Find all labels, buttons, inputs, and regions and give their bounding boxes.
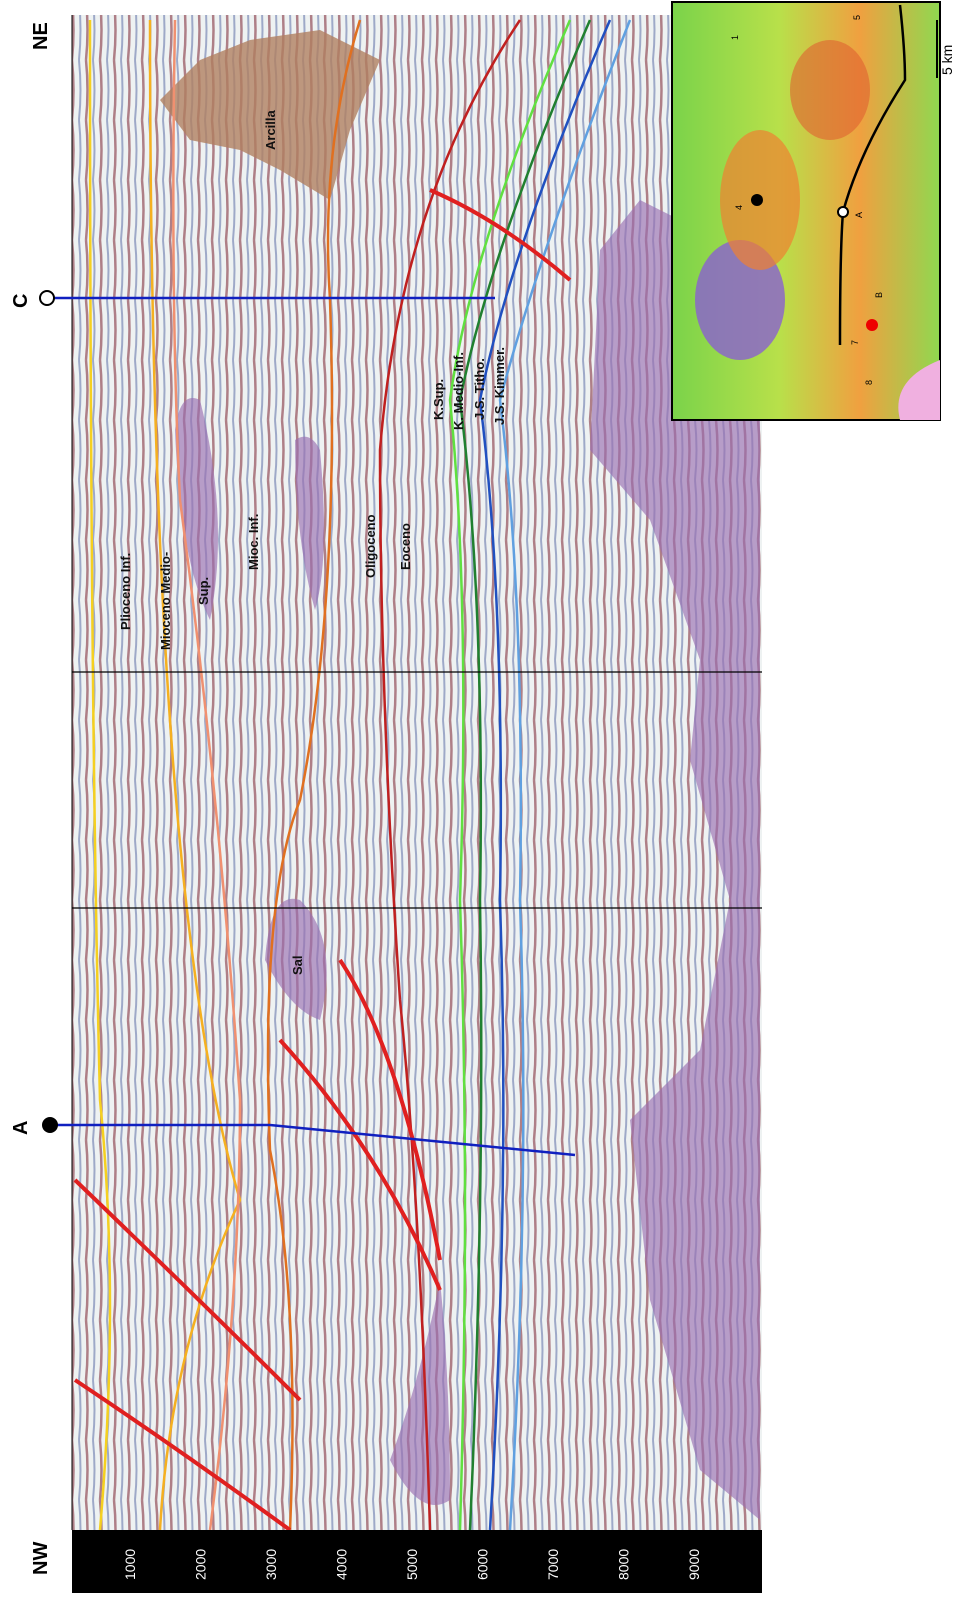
map-point-label: A: [854, 212, 864, 218]
end-label: NW: [30, 1542, 52, 1575]
horizon-label: J.S. Kimmer.: [492, 347, 507, 425]
horizon-label: Oligoceno: [363, 514, 378, 578]
salt-bodies: [175, 200, 760, 1520]
depth-tick-label: 2000: [193, 1549, 209, 1580]
map-point-label: B: [874, 292, 884, 298]
horizon-label: Mioc. Inf.: [246, 514, 261, 570]
map-well-label: 8: [864, 380, 874, 385]
depth-tick-label: 1000: [122, 1549, 138, 1580]
depth-tick-label: 8000: [616, 1549, 632, 1580]
horizon-label: Plioceno Inf.: [118, 553, 133, 630]
horizon-label: Sal: [290, 955, 305, 975]
map-well-label: 5: [852, 15, 862, 20]
depth-ticks: 1000 2000 3000 4000 5000 6000 7000 8000 9000: [122, 1549, 702, 1580]
horizon-label: Sup.: [196, 577, 211, 605]
faults: [73, 188, 572, 1532]
clay-body: [160, 30, 380, 200]
end-label: NE: [30, 22, 52, 50]
horizon-label: K.Sup.: [431, 379, 446, 420]
map-labels: 1 4 5 7 8 A B 5 km: [730, 15, 955, 385]
well-tracks: [39, 290, 576, 1157]
map-well-label: 4: [734, 205, 744, 210]
map-well-label: 7: [850, 340, 860, 345]
depth-tick-label: 3000: [263, 1549, 279, 1580]
depth-scale: [72, 1530, 762, 1593]
section-ends: NW NE A C: [10, 22, 52, 1575]
horizon-label: Arcilla: [263, 109, 278, 150]
depth-tick-label: 7000: [545, 1549, 561, 1580]
well-label: A: [10, 1121, 32, 1135]
map-well-label: 1: [730, 35, 740, 40]
horizon-label: Eoceno: [398, 523, 413, 570]
horizon-label: J.S. Titho.: [472, 358, 487, 420]
horizons: [88, 19, 632, 1531]
depth-tick-label: 5000: [404, 1549, 420, 1580]
depth-tick-label: 6000: [475, 1549, 491, 1580]
depth-tick-label: 4000: [334, 1549, 350, 1580]
map-scale-label: 5 km: [939, 45, 955, 75]
horizon-labels: Plioceno Inf. Mioceno Medio- Sup. Mioc. Inf…: [118, 109, 507, 975]
horizon-label: Mioceno Medio-: [158, 552, 173, 650]
inset-map: [671, 1, 941, 421]
depth-tick-label: 9000: [686, 1549, 702, 1580]
well-label: C: [10, 294, 32, 308]
horizon-label: K. Medio-Inf.: [451, 352, 466, 430]
